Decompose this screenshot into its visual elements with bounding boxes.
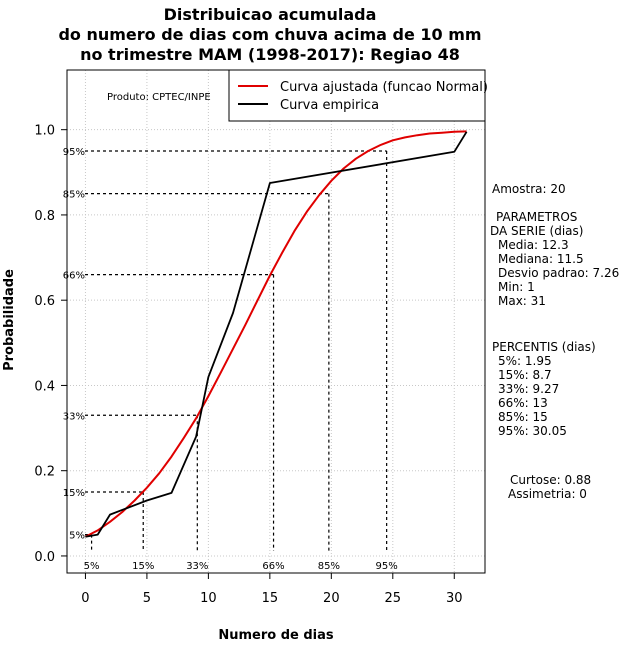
param-stddev: Desvio padrao: 7.26 [498,266,619,280]
y-tick-label: 0.4 [34,379,55,394]
percentil-33: 33%: 9.27 [498,382,559,396]
x-axis-label: Numero de dias [218,628,334,643]
percentile-y-label: 95% [63,147,85,158]
chart-title-line-2: do numero de dias com chuva acima de 10 … [58,25,481,44]
x-tick-label: 20 [323,591,340,606]
skewness: Assimetria: 0 [508,487,587,501]
percentil-15: 15%: 8.7 [498,368,552,382]
series [84,130,468,538]
percentile-y-label: 85% [63,190,85,201]
percentile-y-label: 66% [63,271,85,282]
chart-title-line-3: no trimestre MAM (1998-2017): Regiao 48 [80,45,460,64]
x-tick-label: 10 [200,591,217,606]
percentile-x-label: 5% [84,561,100,572]
series-line-empirical [85,131,468,538]
y-tick-label: 0.2 [34,465,55,480]
percentile-x-label: 95% [376,561,398,572]
kurtosis: Curtose: 0.88 [510,473,591,487]
y-axis-label: Probabilidade [2,269,17,371]
x-tick-label: 15 [262,591,279,606]
plot-frame [66,69,486,574]
grid [67,70,485,573]
params-title-2: DA SERIE (dias) [490,224,583,238]
percentil-95: 95%: 30.05 [498,424,567,438]
percentil-5: 5%: 1.95 [498,354,552,368]
percentile-x-label: 85% [318,561,340,572]
legend-label-fitted: Curva ajustada (funcao Normal) [280,80,488,95]
legend-box [228,69,486,122]
percentil-85: 85%: 15 [498,410,548,424]
chart-title-line-1: Distribuicao acumulada [164,5,377,24]
percentile-x-label: 15% [132,561,154,572]
param-max: Max: 31 [498,294,546,308]
product-label: Produto: CPTEC/INPE [107,92,211,103]
percentis-title: PERCENTIS (dias) [492,340,596,354]
percentile-y-label: 15% [63,488,85,499]
axis-ticks: 0 5 10 15 20 25 30 0.0 0.2 0.4 0.6 0.8 1.0 [34,124,462,606]
y-tick-label: 0.0 [34,550,55,565]
percentile-x-label: 66% [262,561,284,572]
y-tick-label: 0.8 [34,209,55,224]
percentil-66: 66%: 13 [498,396,548,410]
x-tick-label: 25 [385,591,402,606]
params-title-1: PARAMETROS [496,210,577,224]
legend: Curva ajustada (funcao Normal) Curva emp… [228,69,488,122]
param-min: Min: 1 [498,280,535,294]
percentile-y-label: 33% [63,411,85,422]
sample-size: Amostra: 20 [492,182,566,196]
percentile-y-label: 5% [69,531,85,542]
param-mean: Media: 12.3 [498,238,569,252]
param-median: Mediana: 11.5 [498,252,584,266]
y-tick-label: 1.0 [34,124,55,139]
legend-label-empirical: Curva empirica [280,98,379,113]
y-tick-label: 0.6 [34,294,55,309]
x-tick-label: 30 [446,591,463,606]
series-line-fitted [84,130,467,538]
percentile-markers: 5% 5% 15% 15% 33% 33% 66% 66% 85% 85% 95% 95% [63,147,398,572]
percentile-x-label: 33% [186,561,208,572]
x-tick-label: 5 [143,591,151,606]
side-panel: Amostra: 20 PARAMETROS DA SERIE (dias) M… [490,182,619,501]
x-tick-label: 0 [81,591,89,606]
